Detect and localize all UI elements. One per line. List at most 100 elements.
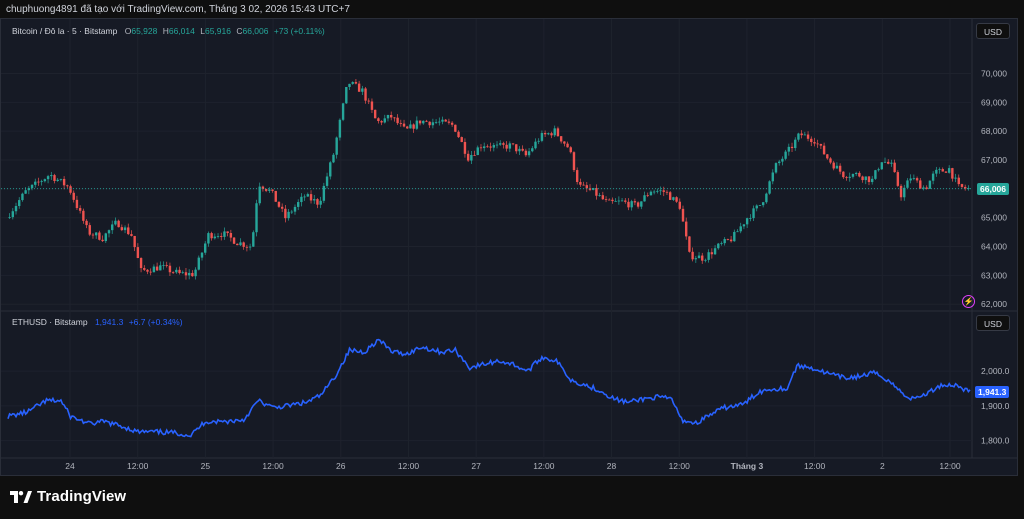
btc-candle-body — [816, 143, 819, 145]
btc-y-tick-label: 63,000 — [981, 270, 1007, 280]
btc-candle-body — [444, 119, 447, 122]
btc-candle-body — [338, 119, 342, 138]
x-tick-label: 25 — [201, 461, 211, 471]
btc-candle-body — [729, 239, 733, 242]
btc-candle-body — [919, 180, 922, 189]
btc-candle-body — [200, 252, 204, 258]
btc-candle-body — [412, 124, 415, 129]
btc-candle-body — [290, 211, 293, 213]
btc-candle-body — [575, 170, 579, 182]
btc-low-label: L — [200, 26, 205, 36]
x-tick-label: 12:00 — [262, 461, 284, 471]
btc-y-tick-label: 64,000 — [981, 242, 1007, 252]
btc-candle-body — [790, 146, 794, 149]
btc-candle-body — [819, 143, 823, 146]
lightning-icon[interactable]: ⚡ — [962, 295, 975, 308]
btc-candle-body — [688, 236, 691, 252]
btc-candle-body — [643, 195, 646, 202]
btc-y-tick-label: 68,000 — [981, 126, 1007, 136]
btc-candle-body — [409, 124, 412, 129]
btc-candle-body — [229, 233, 233, 238]
btc-candle-body — [396, 117, 399, 124]
btc-candle-body — [428, 121, 431, 126]
btc-candle-body — [8, 217, 11, 218]
btc-candle-body — [845, 177, 848, 178]
tradingview-logo[interactable]: TradingView — [10, 488, 126, 505]
btc-candle-body — [127, 227, 130, 235]
btc-candle-body — [566, 143, 569, 148]
btc-candle-body — [370, 101, 374, 110]
btc-candle-body — [733, 231, 736, 242]
btc-candle-body — [723, 239, 726, 244]
btc-candle-body — [322, 185, 326, 201]
btc-candle-body — [579, 181, 582, 185]
btc-candle-body — [306, 194, 310, 197]
eth-symbol[interactable]: ETHUSD · Bitstamp — [12, 317, 88, 327]
btc-legend: Bitcoin / Đô la · 5 · Bitstamp O65,928 H… — [12, 26, 325, 36]
btc-candle-body — [704, 259, 707, 261]
btc-candle-body — [101, 239, 104, 242]
btc-y-tick-label: 69,000 — [981, 97, 1007, 107]
btc-candle-body — [569, 147, 572, 153]
btc-candle-body — [739, 226, 742, 232]
btc-candle-body — [505, 144, 508, 149]
btc-candle-body — [620, 200, 624, 202]
btc-candle-body — [717, 243, 720, 249]
btc-candle-body — [149, 271, 152, 273]
btc-candle-body — [46, 176, 50, 180]
btc-symbol[interactable]: Bitcoin / Đô la · 5 · Bitstamp — [12, 26, 118, 36]
btc-candle-body — [245, 246, 249, 248]
btc-candle-body — [922, 187, 925, 189]
btc-candle-body — [883, 161, 887, 163]
btc-candle-body — [325, 176, 329, 186]
x-tick-label: 12:00 — [398, 461, 420, 471]
btc-candle-body — [136, 247, 140, 259]
btc-candle-body — [608, 199, 611, 201]
btc-candle-body — [531, 148, 534, 152]
eth-currency-button[interactable]: USD — [976, 315, 1010, 331]
btc-candle-body — [43, 179, 47, 182]
btc-candle-body — [537, 140, 540, 142]
btc-candle-body — [133, 235, 136, 248]
btc-candle-body — [880, 162, 884, 170]
btc-candle-body — [271, 189, 274, 191]
btc-candle-body — [62, 178, 66, 186]
btc-candle-body — [636, 202, 640, 207]
btc-candle-body — [896, 172, 900, 186]
btc-currency-button[interactable]: USD — [976, 23, 1010, 39]
btc-candle-body — [499, 143, 502, 145]
btc-open-value: 65,928 — [131, 26, 158, 36]
btc-candle-body — [473, 154, 476, 156]
btc-candle-body — [130, 234, 133, 236]
btc-candle-body — [293, 206, 297, 212]
eth-y-tick-label: 1,800.0 — [981, 436, 1010, 446]
btc-candle-body — [842, 171, 845, 178]
btc-candle-body — [120, 227, 124, 231]
btc-candle-body — [813, 142, 816, 144]
btc-candle-body — [383, 118, 386, 123]
btc-candle-body — [508, 143, 512, 149]
btc-candle-body — [30, 184, 34, 189]
btc-candle-body — [377, 118, 380, 122]
btc-candle-body — [309, 194, 313, 201]
btc-candle-body — [284, 208, 287, 219]
btc-candle-body — [316, 199, 319, 205]
btc-candle-body — [915, 178, 919, 181]
btc-candle-body — [152, 266, 156, 273]
btc-candle-body — [207, 233, 210, 244]
btc-candle-body — [53, 175, 56, 181]
x-tick-label: Tháng 3 — [731, 461, 764, 471]
btc-candle-body — [592, 188, 595, 190]
btc-candle-body — [107, 230, 111, 234]
btc-candle-body — [14, 206, 18, 212]
btc-candle-body — [72, 192, 75, 200]
x-tick-label: 12:00 — [669, 461, 691, 471]
btc-candle-body — [806, 134, 810, 139]
btc-candle-body — [277, 201, 281, 207]
btc-candle-body — [191, 272, 194, 277]
btc-candle-body — [947, 168, 951, 173]
btc-candle-body — [640, 201, 643, 207]
btc-candle-body — [210, 233, 213, 239]
btc-candle-body — [280, 206, 284, 209]
